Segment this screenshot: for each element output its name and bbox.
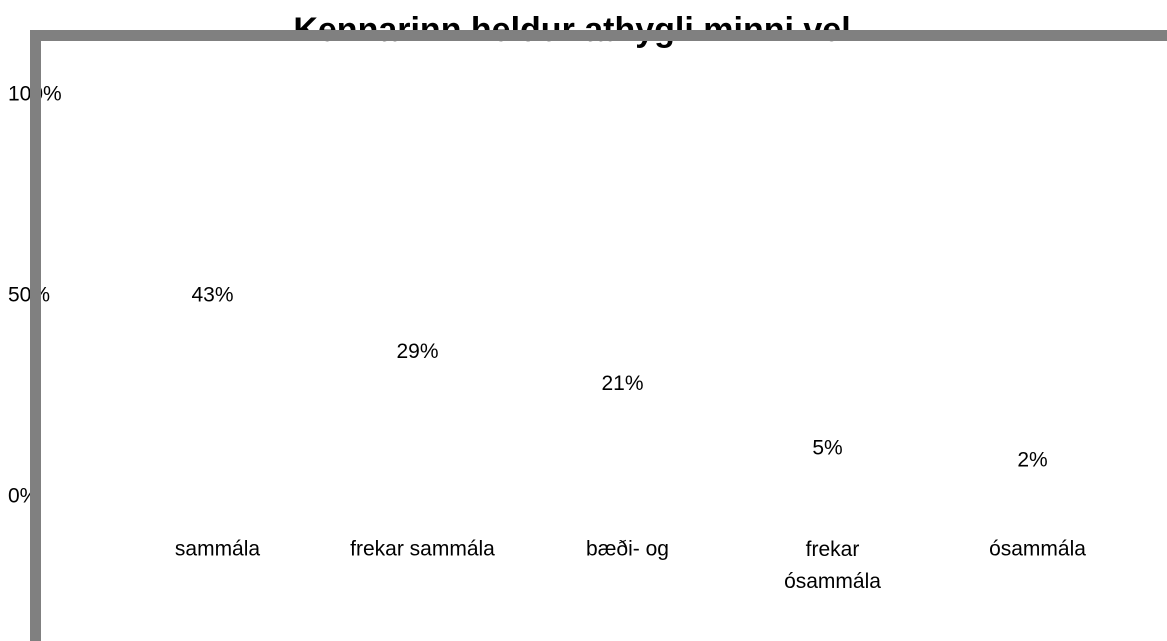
data-label: 43% [191,284,233,307]
data-label: 29% [396,340,438,363]
y-tick-label: 50% [8,284,50,307]
x-tick-line: ósammála [784,570,881,593]
x-tick-line: frekar [806,538,860,561]
x-tick-label: bæði- og [586,538,669,561]
data-label: 5% [812,436,842,459]
x-tick-label: ósammála [989,538,1086,561]
frame-left [30,30,41,641]
x-tick-label: sammála [175,538,261,561]
bar [361,380,484,497]
bar [566,413,689,497]
chart-title: Kennarinn heldur athygli minni vel [293,11,850,49]
bar [976,489,1099,497]
frame-top [30,30,1167,41]
data-label: 2% [1017,449,1047,472]
bar [771,477,894,497]
data-label: 21% [601,372,643,395]
x-tick-label: frekar sammála [350,538,495,561]
bar [156,324,279,497]
x-tick-label: frekar ósammála [784,538,881,593]
